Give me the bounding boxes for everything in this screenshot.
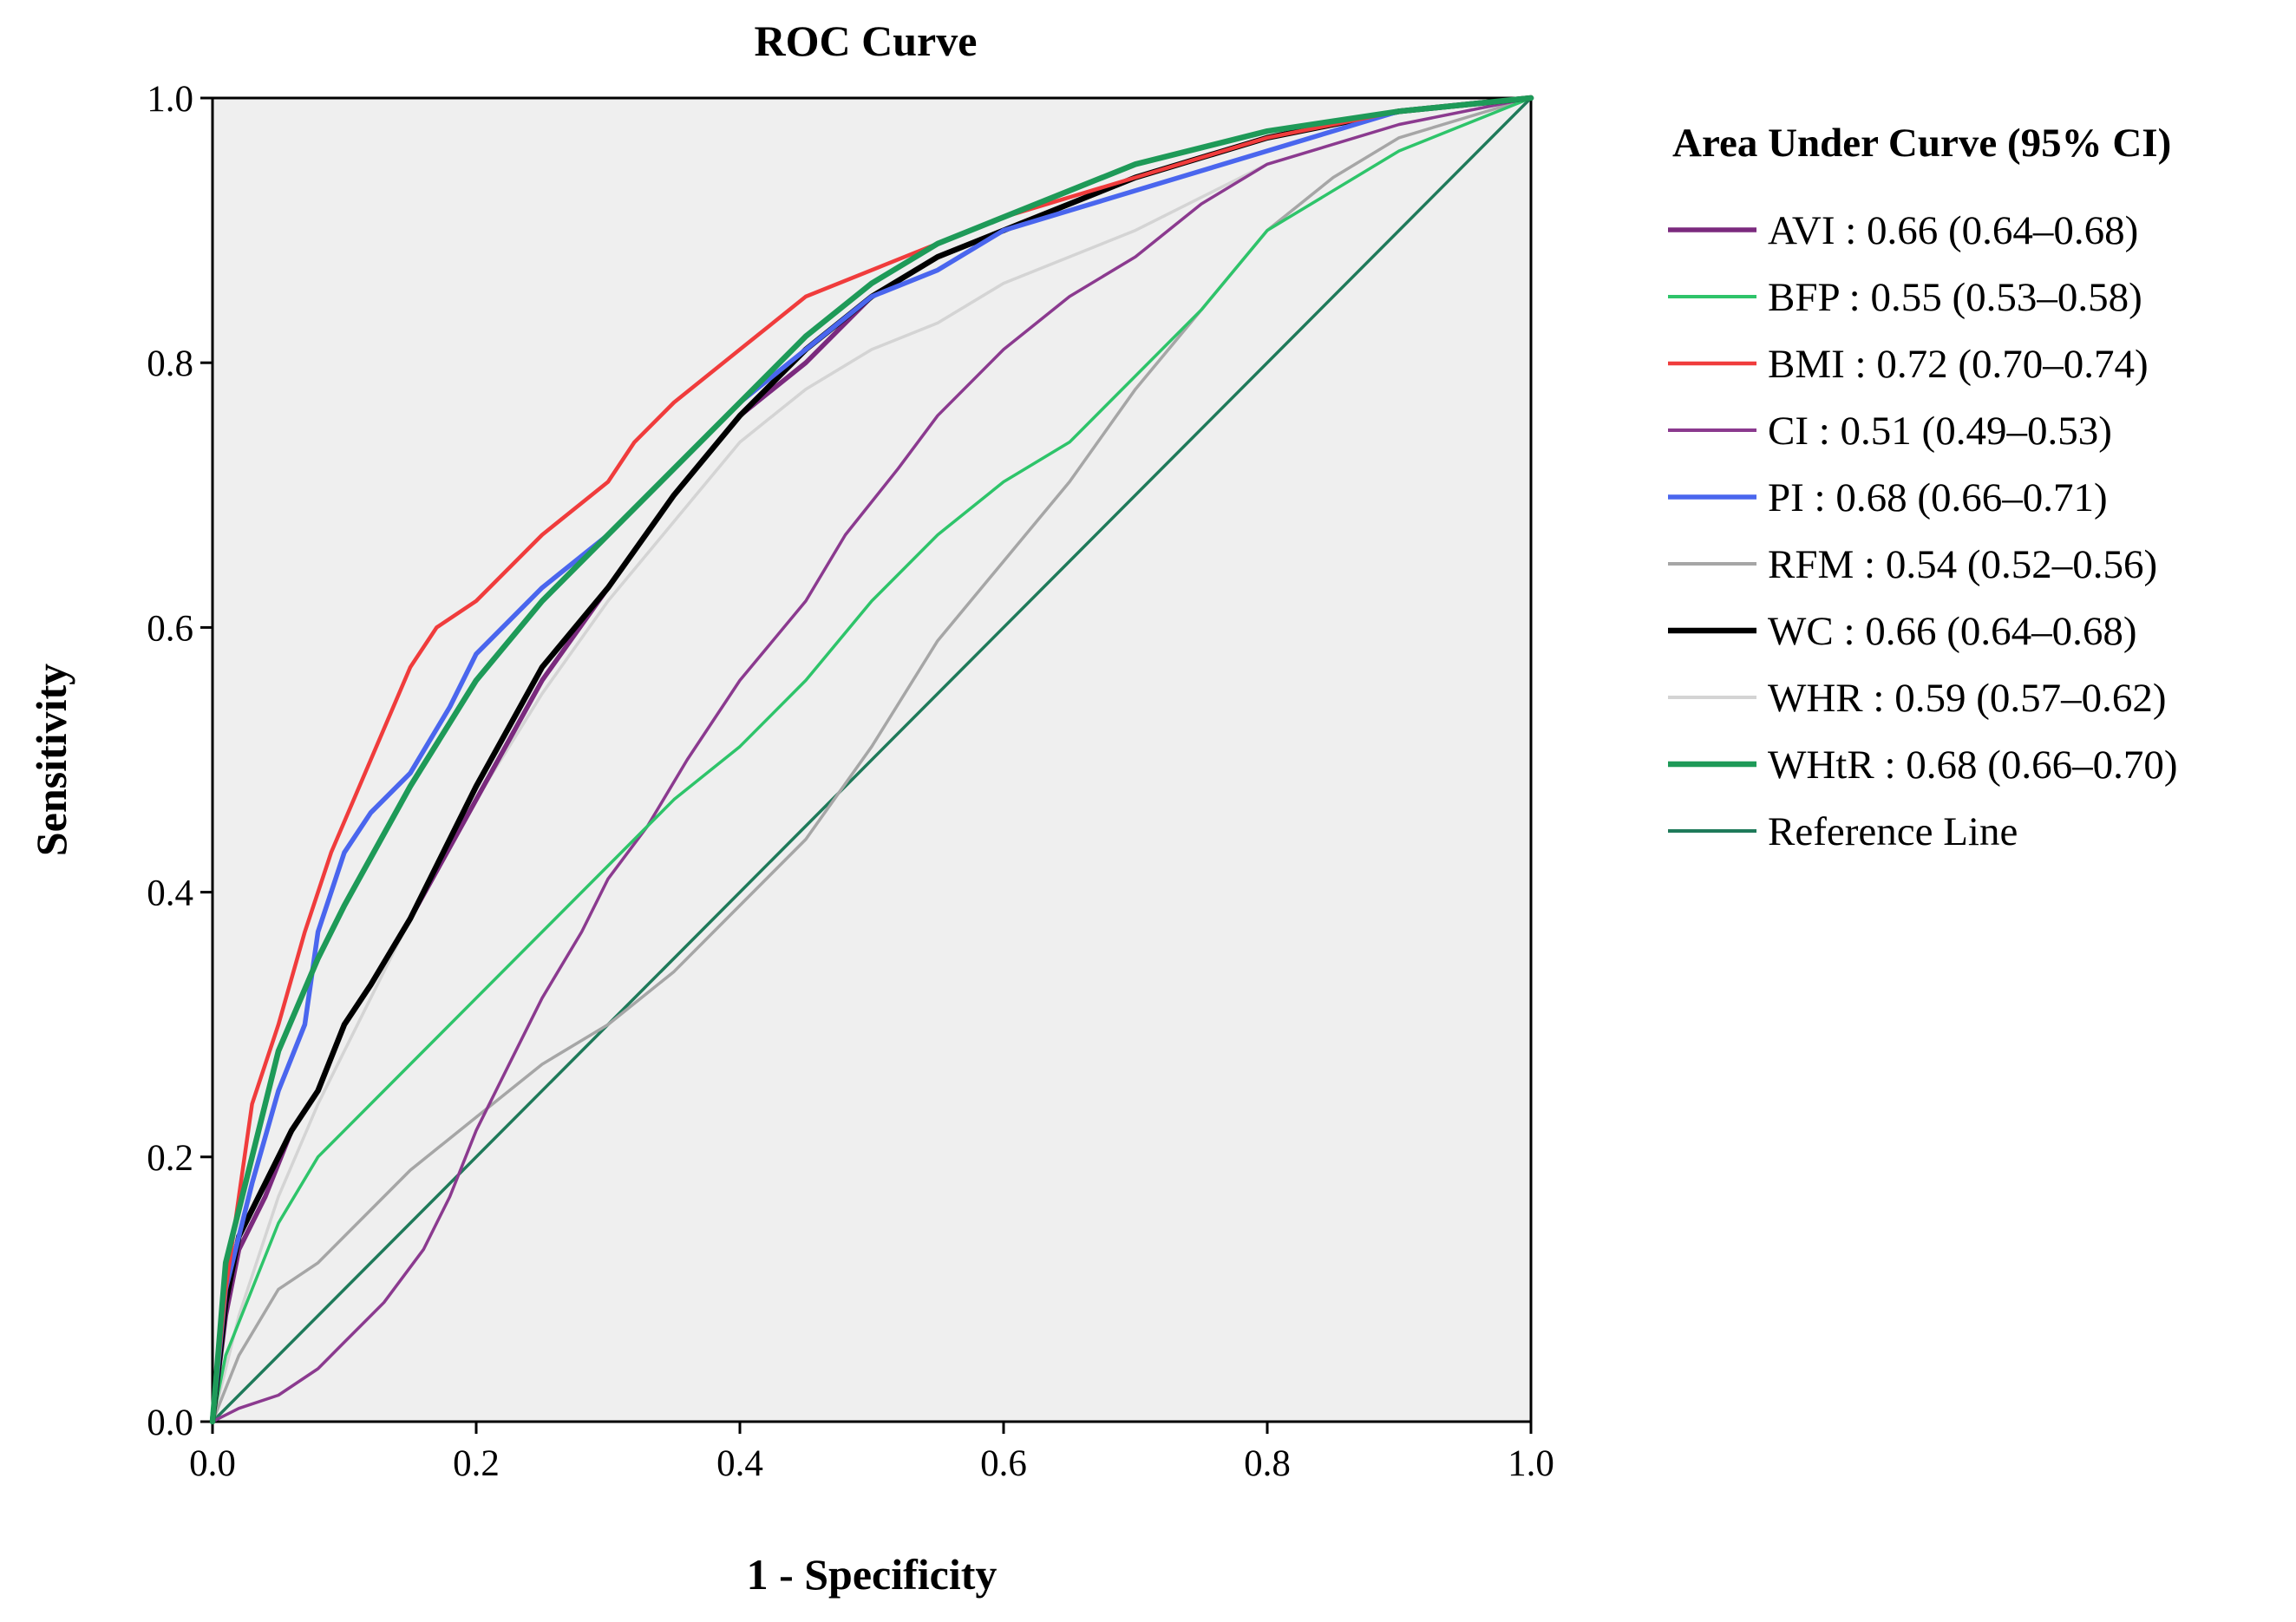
legend-label-bfp: BFP : 0.55 (0.53–0.58): [1768, 275, 2142, 320]
series-line-bmi: [210, 95, 1534, 1424]
series-layer: [209, 95, 1534, 1425]
y-tick-label: 0.4: [147, 873, 193, 914]
legend-label-reference-line: Reference Line: [1768, 809, 2018, 854]
legend-label-whtr: WHtR : 0.68 (0.66–0.70): [1768, 742, 2178, 788]
series-line-bfp: [211, 96, 1533, 1423]
x-tick-label: 0.8: [1244, 1443, 1291, 1484]
y-axis-title: Sensitivity: [27, 664, 75, 856]
legend-label-whr: WHR : 0.59 (0.57–0.62): [1768, 676, 2167, 721]
legend-label-rfm: RFM : 0.54 (0.52–0.56): [1768, 542, 2157, 587]
y-tick-label: 0.0: [147, 1403, 193, 1443]
legend-title: Area Under Curve (95% CI): [1672, 121, 2171, 166]
series-line-pi: [210, 95, 1534, 1424]
legend-label-avi: AVI : 0.66 (0.64–0.68): [1768, 208, 2138, 253]
x-tick-label: 0.0: [189, 1443, 236, 1484]
legend-label-pi: PI : 0.68 (0.66–0.71): [1768, 475, 2108, 520]
series-line-reference-line: [211, 96, 1533, 1423]
axis-ticks: 0.00.0 0.2 0.2 0.4 0.4 0.6 0.6 0.8 0.8 1.0 1.0: [147, 79, 1554, 1484]
y-tick-label: 0.8: [147, 343, 193, 384]
series-line-whr: [211, 96, 1533, 1423]
legend-label-bmi: BMI : 0.72 (0.70–0.74): [1768, 342, 2149, 387]
legend: Area Under Curve (95% CI) AVI : 0.66 (0.…: [1668, 121, 2178, 854]
x-tick-label: 0.2: [453, 1443, 500, 1484]
x-tick-label: 0.6: [980, 1443, 1027, 1484]
legend-label-wc: WC : 0.66 (0.64–0.68): [1768, 609, 2137, 654]
x-tick-label: 0.4: [716, 1443, 763, 1484]
y-tick-label: 0.6: [147, 608, 193, 649]
y-tick-label: 1.0: [147, 79, 193, 120]
y-tick-label: 0.2: [147, 1138, 193, 1179]
x-tick-label: 1.0: [1508, 1443, 1554, 1484]
series-line-whtr: [209, 95, 1534, 1425]
x-axis-title: 1 - Specificity: [747, 1550, 998, 1599]
series-line-wc: [209, 95, 1534, 1425]
legend-label-ci: CI : 0.51 (0.49–0.53): [1768, 409, 2112, 454]
chart-title: ROC Curve: [755, 16, 978, 65]
